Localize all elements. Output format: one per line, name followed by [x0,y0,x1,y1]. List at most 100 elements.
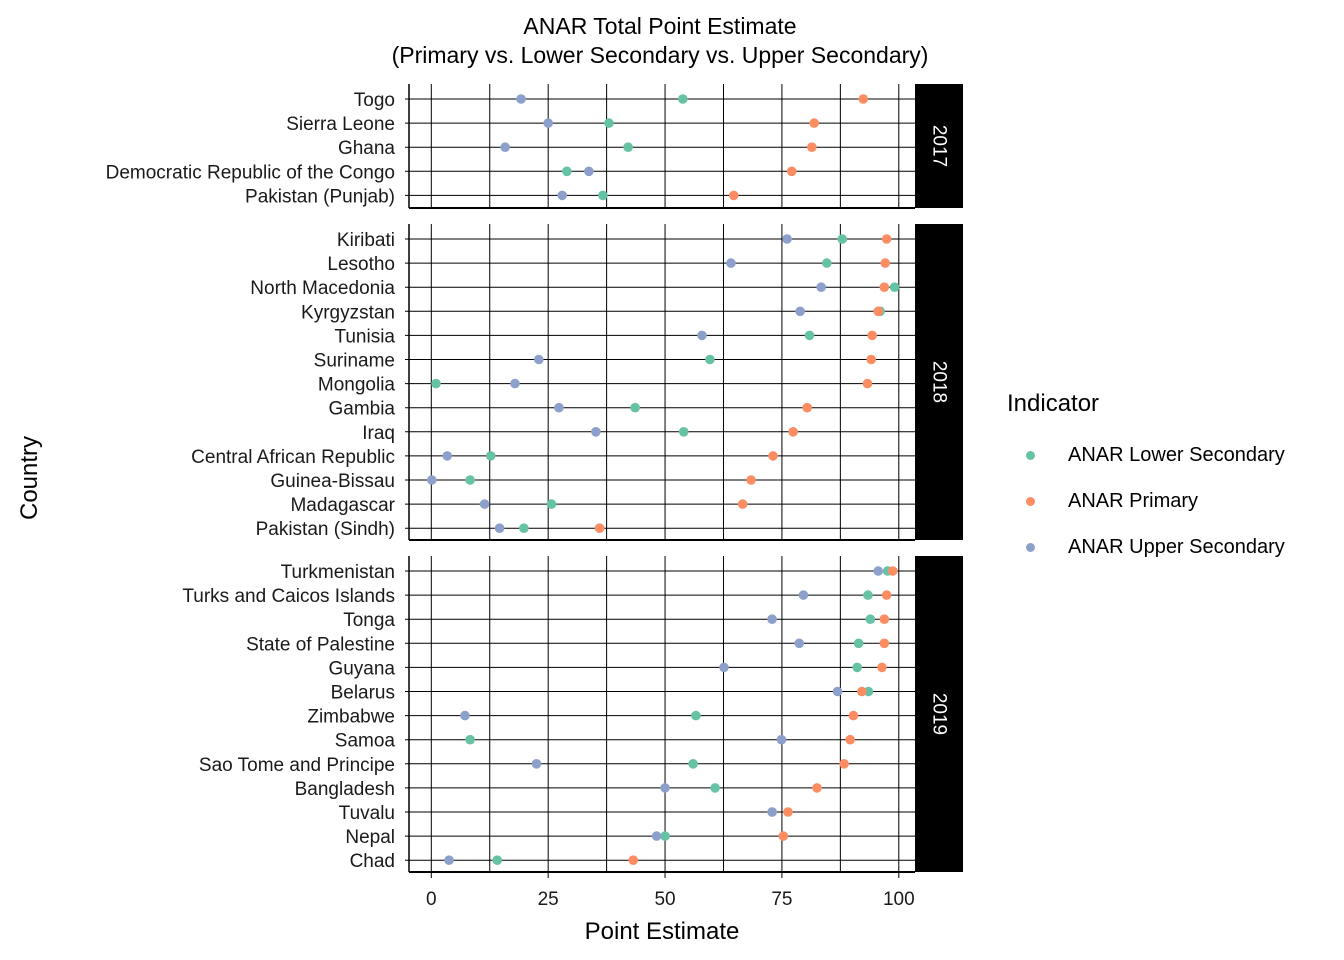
data-point-upper [776,734,787,745]
data-point-primary [594,523,605,533]
data-point-lower [660,831,670,841]
country-label: North Macedonia [250,278,395,299]
data-point-primary [881,234,892,244]
country-label: Togo [354,90,395,111]
data-point-primary [839,759,849,769]
country-label: Turks and Caicos Islands [182,586,395,607]
data-point-lower [546,499,557,509]
data-point-lower [630,402,640,413]
data-point-primary [802,402,812,413]
data-point-lower [623,142,633,152]
country-label: Tuvalu [339,803,395,824]
country-label: Iraq [362,423,395,444]
data-point-primary [786,166,797,177]
country-label: Kyrgyzstan [301,302,395,323]
data-point-primary [880,258,891,268]
country-label: Central African Republic [191,447,395,468]
data-point-primary [879,638,890,649]
data-point-upper [767,807,777,817]
x-tick-label: 50 [654,889,675,910]
data-point-primary [728,190,739,201]
legend-dot-icon [1026,543,1035,552]
data-point-primary [778,831,789,841]
country-label: Suriname [314,351,395,372]
facet-panel-2017: Togo Sierra Leone Ghana Democratic Republic… [106,84,963,209]
data-point-lower [465,475,475,485]
x-tick-label: 0 [426,889,437,910]
legend-item-upper: ANAR Upper Secondary [1026,536,1285,559]
data-point-primary [768,451,778,461]
data-point-upper [442,451,452,461]
data-point-primary [862,378,873,389]
legend-dot-icon [1026,497,1035,506]
data-point-upper [660,783,670,793]
data-point-primary [628,855,639,865]
data-point-upper [726,258,736,268]
country-label: Chad [350,851,395,872]
country-label: Madagascar [290,495,395,516]
country-label: Nepal [345,827,395,848]
data-point-upper [697,330,707,341]
data-point-primary [879,282,890,293]
data-point-lower [863,590,873,600]
data-point-lower [678,427,689,437]
data-point-lower [853,638,864,649]
x-tick-label: 25 [538,889,559,910]
legend-item-primary: ANAR Primary [1026,490,1198,513]
data-point-upper [832,686,843,697]
country-label: State of Palestine [246,634,395,655]
country-label: Guinea-Bissau [270,471,395,492]
data-point-primary [783,807,793,817]
country-label: Sao Tome and Principe [199,755,395,776]
chart-title: ANAR Total Point Estimate [523,13,797,39]
data-point-primary [848,710,859,721]
legend-title: Indicator [1007,390,1100,417]
facet-strip-label: 2017 [929,125,950,167]
facet-strip-label: 2019 [929,693,950,735]
data-point-lower [678,94,688,104]
data-point-upper [494,523,505,533]
country-label: Sierra Leone [286,114,395,135]
data-point-primary [873,306,884,317]
data-point-primary [788,427,798,437]
country-label: Bangladesh [295,779,395,800]
data-point-upper [767,614,777,624]
data-point-lower [889,282,900,293]
data-point-primary [866,354,877,365]
country-label: Tunisia [334,326,395,347]
data-point-lower [492,855,503,865]
legend-dot-icon [1026,451,1035,460]
data-point-upper [557,190,567,201]
data-point-primary [881,590,892,600]
legend-label: ANAR Primary [1068,490,1199,512]
data-point-upper [479,499,490,509]
data-point-upper [500,142,510,152]
data-point-lower [804,330,815,341]
data-point-lower [691,710,701,721]
data-point-upper [543,118,553,128]
data-point-upper [794,638,805,649]
country-label: Gambia [328,399,395,420]
data-point-lower [822,258,832,268]
x-axis-title: Point Estimate [585,918,740,945]
data-point-upper [444,855,454,865]
data-point-upper [584,166,594,177]
data-point-primary [887,566,898,576]
facet-strip [915,84,963,208]
facet-strip [915,224,963,540]
data-point-upper [795,306,805,317]
data-point-lower [865,614,876,624]
data-point-upper [798,590,809,600]
data-point-lower [431,378,441,389]
data-point-upper [591,427,601,437]
country-label: Ghana [338,138,395,159]
data-point-upper [651,831,662,841]
country-label: Turkmenistan [281,562,395,583]
legend-label: ANAR Lower Secondary [1068,444,1285,466]
data-point-lower [688,759,698,769]
legend-item-lower: ANAR Lower Secondary [1026,444,1285,467]
data-point-upper [782,234,792,244]
country-label: Mongolia [318,375,396,396]
data-point-lower [705,354,715,365]
